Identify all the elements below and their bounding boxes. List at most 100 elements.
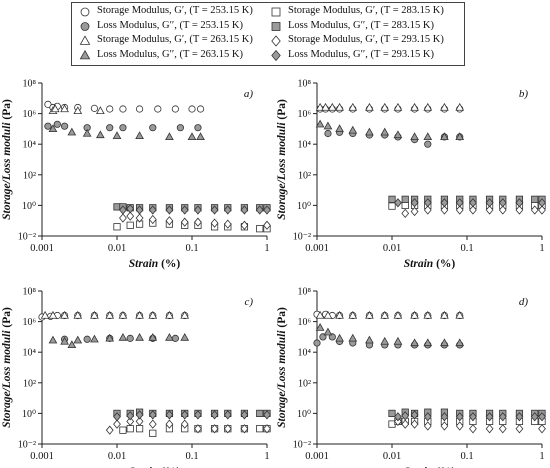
legend-marker-loss-modulus-g-t-263-15-k	[79, 49, 91, 60]
data-point	[187, 132, 197, 141]
data-point	[256, 225, 264, 233]
data-point	[410, 198, 419, 208]
data-point	[515, 205, 524, 215]
data-point	[105, 310, 115, 319]
data-point	[223, 205, 232, 215]
data-point	[135, 213, 144, 223]
data-point	[165, 205, 174, 215]
y-tick-label: 10⁶	[298, 317, 312, 328]
data-point	[135, 310, 144, 319]
data-point	[335, 124, 344, 133]
data-point	[112, 131, 122, 139]
data-point	[67, 127, 77, 136]
data-point	[67, 340, 77, 349]
data-point	[126, 221, 134, 229]
series-storage-modulus-g-t-263-15-k	[48, 104, 105, 115]
data-point	[348, 102, 358, 111]
legend-label-8: Loss Modulus, G′′, (T = 293.15 K)	[288, 48, 434, 60]
series-storage-modulus-g-t-253-15-k	[44, 100, 205, 113]
series-loss-modulus-g-t-293-15-k	[394, 198, 546, 208]
data-point	[455, 421, 464, 431]
data-point	[194, 124, 202, 132]
data-point	[498, 424, 507, 434]
data-point	[194, 410, 202, 420]
data-point	[440, 421, 449, 431]
data-point	[113, 419, 121, 429]
data-point	[498, 205, 507, 215]
data-point	[423, 338, 433, 347]
y-tick-label: 10⁻²	[18, 440, 36, 451]
data-point	[135, 425, 144, 433]
data-point	[240, 410, 249, 420]
data-point	[148, 419, 157, 429]
data-point	[240, 220, 249, 230]
x-axis-label: Strain (%)	[404, 258, 456, 270]
data-point	[180, 332, 190, 341]
series-loss-modulus-g-t-293-15-k	[394, 410, 546, 422]
data-point	[196, 105, 205, 113]
series-storage-modulus-g-t-263-15-k	[40, 310, 190, 319]
data-point	[348, 310, 358, 319]
data-point	[440, 102, 449, 111]
data-point	[365, 310, 374, 319]
data-point	[194, 424, 202, 434]
data-point	[315, 323, 325, 331]
series-loss-modulus-g-t-263-15-k	[315, 323, 465, 347]
data-point	[315, 310, 325, 319]
y-tick-label: 10⁰	[22, 201, 36, 212]
y-axis-label: Storage/Loss moduli (Pa)	[1, 99, 13, 220]
data-point	[240, 205, 249, 215]
data-point	[180, 217, 189, 227]
data-point	[48, 335, 58, 344]
legend-marker-storage-modulus-g-t-263-15-k	[79, 35, 91, 45]
data-point	[119, 124, 127, 132]
x-tick-label: 0.01	[108, 451, 126, 462]
data-point	[440, 205, 449, 215]
data-point	[365, 102, 374, 111]
data-point	[321, 102, 330, 111]
data-point	[165, 419, 174, 429]
series-storage-modulus-g-t-293-15-k	[119, 211, 271, 230]
data-point	[255, 205, 264, 215]
x-tick-label: 0.01	[383, 243, 401, 254]
legend-marker-storage-modulus-g-t-253-15-k	[80, 7, 90, 17]
data-point	[165, 216, 174, 226]
data-point	[194, 205, 202, 215]
x-tick-label: 1	[264, 243, 269, 254]
data-point	[455, 205, 464, 215]
y-tick-label: 10⁶	[23, 109, 37, 120]
data-point	[315, 102, 325, 111]
y-tick-label: 10²	[298, 170, 311, 181]
data-point	[423, 412, 432, 422]
data-point	[515, 412, 524, 422]
data-point	[135, 205, 144, 215]
data-point	[531, 195, 539, 203]
legend-label-4: Loss Modulus, G′′, (T = 283.15 K)	[288, 19, 434, 31]
panel-a: 10⁻² 10⁰ 10² 10⁴ 10⁶ 10⁸ 0.001 0.01 0.1 1 Strain (…	[1, 79, 271, 270]
data-point	[48, 310, 58, 319]
data-point	[73, 335, 83, 344]
panel-label: c)	[244, 296, 253, 308]
data-point	[388, 420, 396, 428]
series-loss-modulus-g-t-253-15-k	[44, 120, 202, 132]
data-point	[498, 412, 507, 422]
data-point	[538, 198, 546, 208]
data-point	[148, 214, 157, 225]
panel-label: b)	[519, 88, 529, 100]
series-storage-modulus-g-t-263-15-k	[315, 102, 465, 111]
data-point	[44, 100, 52, 108]
data-point	[119, 205, 127, 215]
data-point	[423, 205, 432, 215]
data-point	[113, 412, 121, 422]
series-storage-modulus-g-t-293-15-k	[401, 205, 546, 219]
data-point	[335, 102, 344, 111]
data-point	[60, 336, 69, 345]
series-storage-modulus-g-t-293-15-k	[394, 416, 546, 434]
series-loss-modulus-g-t-293-15-k	[113, 410, 271, 422]
data-point	[440, 310, 449, 319]
x-tick-label: 0.01	[383, 451, 401, 462]
data-point	[455, 338, 465, 347]
data-point	[455, 412, 464, 422]
panel-label: d)	[519, 296, 529, 308]
series-storage-modulus-g-t-283-15-k	[119, 425, 271, 437]
